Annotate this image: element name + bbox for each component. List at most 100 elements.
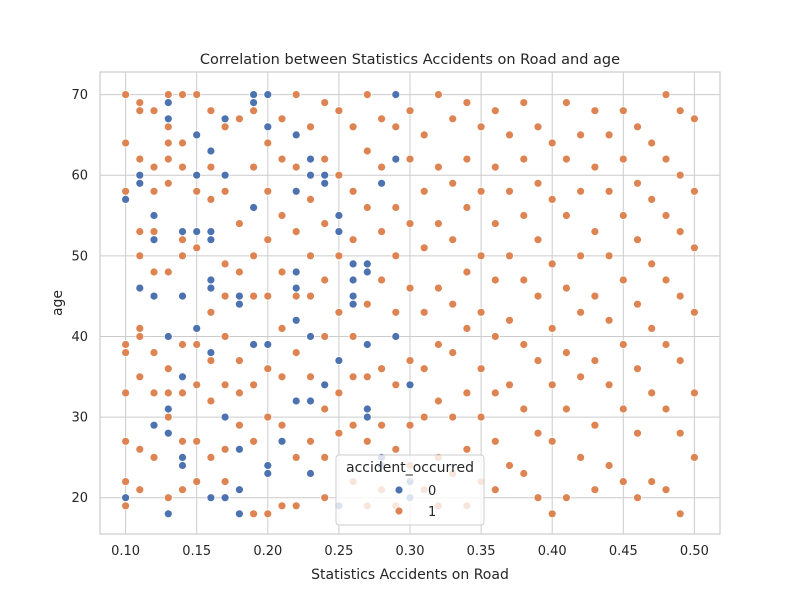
data-point-1: [249, 251, 259, 261]
data-point-1: [206, 194, 216, 204]
data-point-1: [405, 283, 415, 293]
data-point-1: [163, 267, 173, 277]
data-point-1: [505, 315, 514, 325]
data-point-1: [675, 106, 685, 116]
data-point-1: [633, 235, 642, 245]
data-point-1: [178, 90, 187, 99]
data-point-1: [419, 307, 429, 317]
data-point-1: [178, 388, 187, 398]
data-point-1: [505, 251, 514, 261]
data-point-1: [505, 380, 514, 390]
data-point-0: [149, 211, 159, 220]
data-point-0: [277, 436, 287, 446]
data-point-1: [135, 98, 145, 107]
data-point-0: [234, 299, 244, 309]
grid-lines: [100, 72, 720, 534]
data-point-1: [348, 332, 358, 341]
data-point-1: [476, 122, 486, 132]
data-point-1: [690, 307, 699, 317]
data-point-0: [391, 90, 401, 99]
data-point-1: [590, 356, 600, 366]
y-tick-label: 50: [71, 249, 88, 264]
data-point-1: [334, 170, 344, 180]
data-point-1: [192, 477, 202, 487]
data-point-1: [306, 372, 315, 382]
data-point-0: [220, 170, 230, 180]
data-point-0: [306, 469, 315, 478]
data-point-1: [320, 154, 330, 164]
data-point-1: [234, 114, 244, 124]
data-point-1: [675, 170, 685, 180]
data-point-1: [163, 138, 173, 148]
data-point-1: [362, 203, 372, 212]
data-point-1: [291, 227, 301, 237]
data-point-0: [334, 227, 344, 237]
data-point-1: [391, 380, 401, 390]
data-point-0: [234, 291, 244, 301]
data-point-1: [206, 356, 216, 366]
data-point-1: [661, 90, 671, 99]
data-point-0: [291, 186, 301, 196]
data-point-1: [206, 307, 216, 317]
data-point-1: [533, 291, 543, 301]
data-point-1: [220, 380, 230, 390]
data-point-1: [533, 122, 543, 132]
data-point-1: [675, 291, 685, 301]
data-point-1: [647, 259, 657, 269]
data-point-1: [178, 340, 187, 349]
data-point-1: [490, 388, 500, 398]
data-point-1: [433, 90, 443, 99]
data-point-0: [206, 283, 216, 293]
data-point-1: [320, 219, 330, 229]
data-point-1: [547, 259, 557, 269]
data-point-1: [405, 154, 415, 164]
data-point-0: [206, 493, 216, 503]
data-point-1: [291, 501, 301, 511]
data-point-1: [690, 243, 699, 253]
data-point-0: [249, 90, 259, 99]
data-point-1: [576, 307, 585, 317]
data-point-1: [690, 452, 699, 462]
data-point-1: [547, 436, 557, 446]
data-point-1: [690, 114, 699, 124]
data-point-1: [576, 372, 585, 382]
data-point-0: [206, 275, 216, 285]
data-point-1: [135, 251, 145, 261]
data-point-1: [505, 461, 514, 470]
data-point-1: [562, 98, 571, 107]
data-point-1: [149, 186, 159, 196]
data-point-0: [249, 203, 259, 212]
data-point-1: [192, 90, 202, 99]
data-point-1: [362, 90, 372, 99]
data-point-1: [306, 436, 315, 446]
data-point-1: [448, 412, 458, 422]
data-point-0: [320, 380, 330, 390]
data-point-1: [448, 299, 458, 309]
data-point-1: [206, 106, 216, 116]
legend-box: [335, 454, 485, 526]
data-point-0: [362, 404, 372, 414]
data-point-1: [206, 162, 216, 172]
data-point-1: [220, 444, 230, 454]
data-points: [121, 90, 699, 519]
data-point-0: [306, 396, 315, 406]
data-point-1: [277, 114, 287, 124]
data-point-1: [490, 106, 500, 116]
data-point-1: [163, 178, 173, 188]
data-point-1: [291, 348, 301, 358]
chart-title: Correlation between Statistics Accidents…: [200, 52, 620, 68]
data-point-1: [618, 211, 628, 220]
data-point-1: [533, 356, 543, 366]
data-point-1: [121, 186, 130, 196]
data-point-0: [334, 356, 344, 366]
data-point-1: [391, 307, 401, 317]
data-point-1: [590, 227, 600, 237]
data-point-1: [590, 291, 600, 301]
data-point-0: [362, 412, 372, 422]
data-point-1: [419, 364, 429, 374]
data-point-1: [249, 106, 259, 116]
data-point-1: [277, 154, 287, 164]
data-point-1: [590, 485, 600, 495]
data-point-1: [690, 186, 699, 196]
data-point-1: [135, 332, 145, 341]
